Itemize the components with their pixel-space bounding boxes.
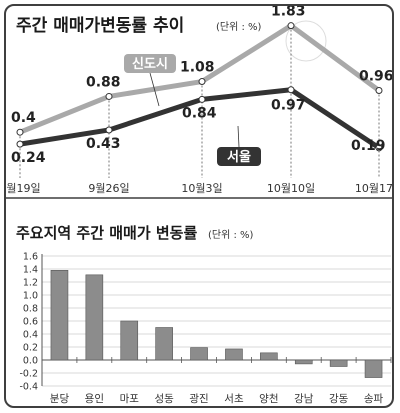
x-tick-label: 10월3일 — [181, 181, 222, 195]
data-point — [105, 126, 113, 134]
legend-tag — [124, 54, 176, 73]
legend-pointer — [237, 125, 240, 148]
x-tick-label: 9월19일 — [6, 181, 41, 195]
bar — [190, 347, 208, 361]
legend-label: 서울 — [227, 149, 251, 165]
category-label: 강동 — [329, 393, 349, 405]
legend-pointer — [149, 72, 160, 107]
data-point — [198, 78, 206, 86]
bar-chart-unit: (단위 : %) — [208, 228, 254, 241]
y-tick-label: -0.4 — [19, 382, 38, 393]
bar — [50, 269, 69, 361]
value-label: 0.4 — [11, 110, 36, 126]
chart-frame: 주간 매매가변동률 추이 (단위 : %) 0.4 0.88 1.08 1.83 0.9… — [4, 4, 394, 408]
bar — [120, 320, 139, 361]
value-label: 0.19 — [351, 138, 386, 154]
category-label: 분당 — [50, 393, 70, 405]
y-tick-label: 1.4 — [23, 265, 38, 276]
value-label: 1.08 — [180, 60, 215, 76]
value-label: 0.88 — [86, 74, 121, 90]
line-chart-title: 주간 매매가변동률 추이 — [16, 16, 184, 36]
chart-canvas: 주간 매매가변동률 추이 (단위 : %) 0.4 0.88 1.08 1.83 0.9… — [6, 6, 394, 405]
bar — [85, 274, 104, 361]
bar — [225, 348, 243, 361]
data-point — [375, 144, 383, 152]
y-tick-label: 1.0 — [23, 291, 38, 302]
category-label: 송파 — [364, 393, 384, 405]
y-tick-label: -0.2 — [19, 369, 38, 380]
data-point — [16, 128, 24, 136]
y-tick-label: 0.6 — [23, 317, 38, 328]
data-point — [287, 86, 295, 94]
y-tick-label: 0.8 — [23, 304, 38, 315]
category-label: 서초 — [224, 393, 244, 405]
bar-chart: 1.6 1.4 1.2 1.0 0.8 0.6 0.4 0.2 0.0 -0.2 -0.4 분당 용인 마… — [19, 252, 392, 405]
data-point — [198, 95, 206, 103]
category-label: 성동 — [154, 393, 174, 405]
y-tick-label: 0.0 — [23, 356, 38, 367]
value-label: 0.43 — [86, 136, 121, 152]
x-tick-label: 10월10일 — [267, 181, 315, 195]
line-chart-unit: (단위 : %) — [216, 20, 262, 33]
value-label: 1.83 — [271, 6, 306, 20]
data-point — [375, 86, 383, 94]
category-label: 양천 — [259, 393, 278, 405]
value-label: 0.84 — [182, 105, 217, 121]
category-label: 강남 — [294, 393, 314, 405]
category-label: 광진 — [189, 393, 208, 405]
value-label: 0.97 — [271, 98, 306, 114]
category-label: 마포 — [120, 393, 140, 405]
value-label: 0.96 — [359, 68, 394, 84]
y-tick-label: 1.6 — [23, 252, 38, 263]
line-chart: 0.4 0.88 1.08 1.83 0.96 0.24 0.43 0.84 0.97 0.19 신… — [6, 6, 394, 195]
y-tick-label: 1.2 — [23, 278, 38, 289]
legend-tag — [217, 147, 261, 166]
data-point — [16, 140, 24, 148]
decorative-ring — [285, 20, 327, 62]
data-point — [105, 92, 113, 100]
value-label: 0.24 — [11, 150, 46, 166]
legend-label: 신도시 — [132, 57, 168, 72]
bar — [329, 359, 348, 367]
bar — [364, 359, 383, 378]
bar — [294, 359, 313, 365]
y-tick-label: 0.4 — [23, 330, 38, 341]
category-label: 용인 — [85, 393, 104, 405]
bar-chart-title: 주요지역 주간 매매가 변동률 — [16, 224, 197, 242]
bar — [155, 327, 173, 361]
x-tick-label: 9월26일 — [88, 181, 129, 195]
y-tick-label: 0.2 — [23, 343, 38, 354]
bar — [260, 352, 278, 361]
x-tick-label: 10월17일 — [355, 181, 394, 195]
data-point — [287, 22, 295, 30]
